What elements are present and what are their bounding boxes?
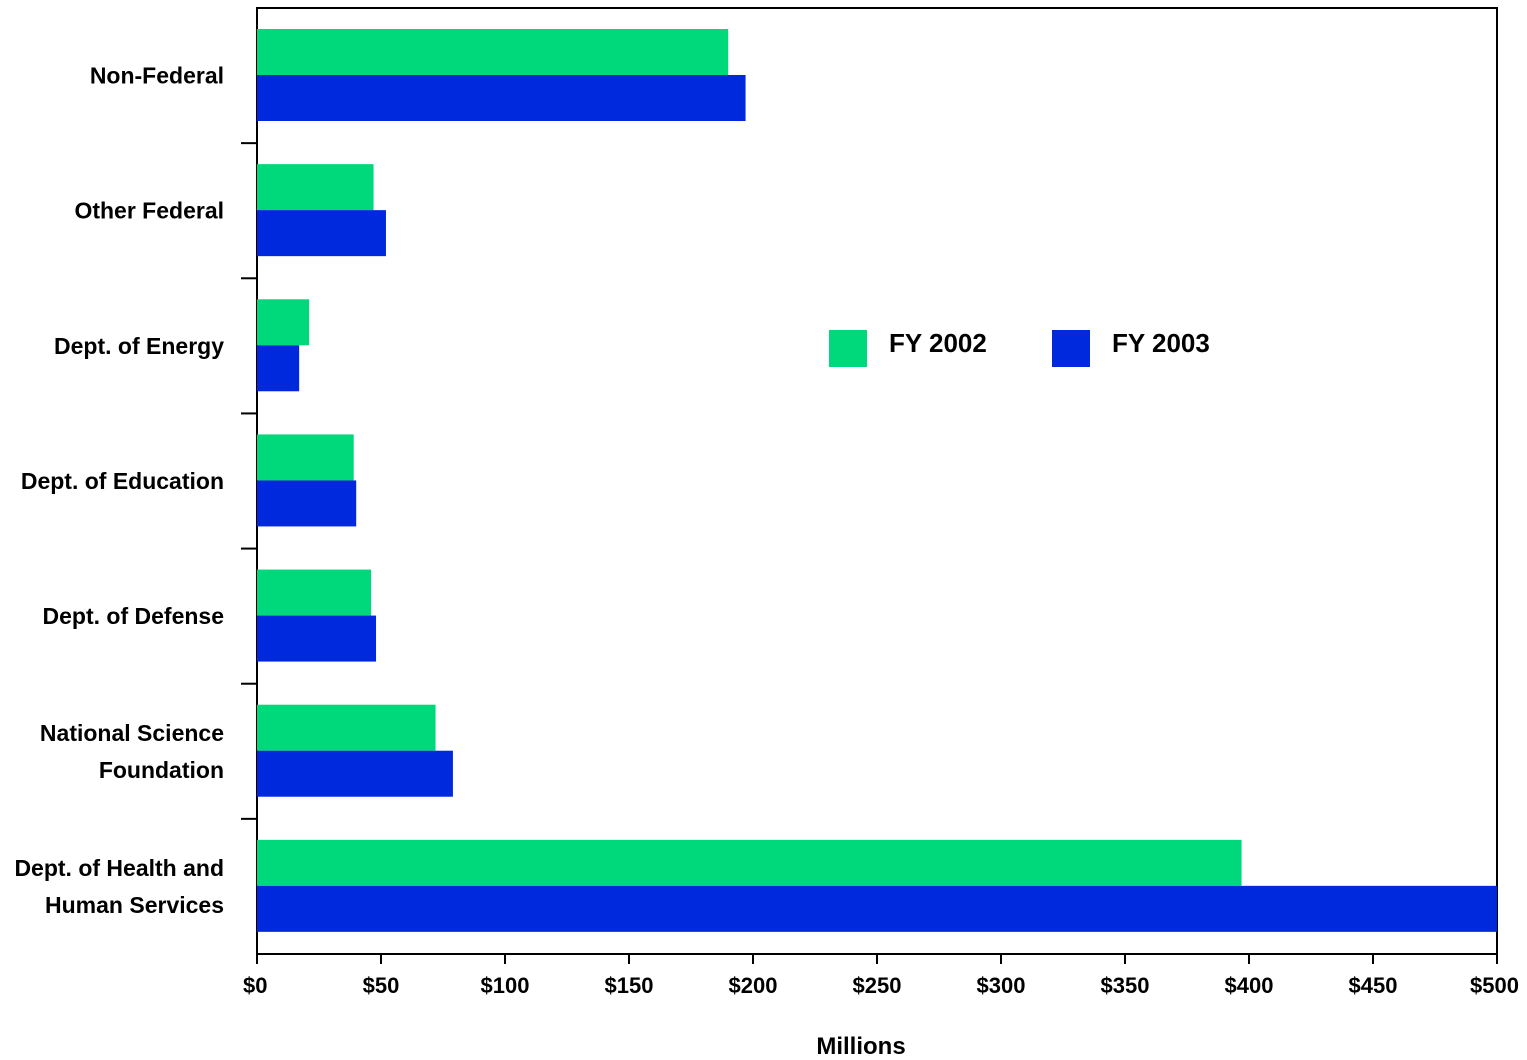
legend-label-fy2002: FY 2002 xyxy=(889,328,987,358)
category-label: National Science xyxy=(40,720,224,746)
category-label: Human Services xyxy=(45,892,224,918)
category-label: Dept. of Energy xyxy=(54,333,224,359)
x-tick-label: $500 xyxy=(1470,973,1519,998)
bar-fy2003-4 xyxy=(257,615,377,662)
x-tick-label: $150 xyxy=(605,973,654,998)
category-label: Foundation xyxy=(99,757,224,783)
category-labels: Non-Federal Other Federal Dept. of Energy D… xyxy=(14,63,224,918)
x-tick-label: $100 xyxy=(481,973,530,998)
bar-fy2003-1 xyxy=(257,210,386,257)
legend: FY 2002 FY 2003 xyxy=(829,328,1210,367)
x-tick-label: $200 xyxy=(729,973,778,998)
bar-fy2002-0 xyxy=(257,29,729,75)
bar-fy2003-2 xyxy=(257,345,300,392)
plot-frame xyxy=(256,7,1498,955)
legend-swatch-fy2003 xyxy=(1052,330,1090,367)
bar-fy2003-3 xyxy=(257,480,357,527)
x-tick-labels: $0 $50 $100 $150 $200 $250 $300 $350 $400 $450 $50… xyxy=(243,973,1519,998)
x-tick-label: $0 xyxy=(243,973,267,998)
bar-fy2003-6 xyxy=(257,885,1497,932)
bar-fy2002-2 xyxy=(257,299,310,346)
x-tick-label: $250 xyxy=(853,973,902,998)
bar-fy2002-5 xyxy=(257,704,436,751)
axes-group xyxy=(241,142,1498,964)
legend-swatch-fy2002 xyxy=(829,330,867,367)
x-tick-label: $50 xyxy=(363,973,400,998)
category-label: Dept. of Education xyxy=(21,468,224,494)
bar-fy2003-0 xyxy=(257,75,746,121)
x-tick-label: $350 xyxy=(1101,973,1150,998)
category-label: Dept. of Health and xyxy=(14,855,224,881)
x-tick-label: $300 xyxy=(977,973,1026,998)
x-tick-label: $400 xyxy=(1225,973,1274,998)
bar-fy2002-6 xyxy=(257,839,1242,886)
legend-label-fy2003: FY 2003 xyxy=(1112,328,1210,358)
bar-fy2002-1 xyxy=(257,164,374,211)
category-label: Dept. of Defense xyxy=(43,603,224,629)
category-label: Non-Federal xyxy=(90,63,224,89)
x-tick-label: $450 xyxy=(1349,973,1398,998)
bar-fy2003-5 xyxy=(257,750,453,797)
bar-fy2002-4 xyxy=(257,569,372,616)
x-axis-title: Millions xyxy=(816,1033,905,1060)
category-label: Other Federal xyxy=(74,198,224,224)
bars-group xyxy=(257,29,1497,932)
bar-fy2002-3 xyxy=(257,434,354,481)
